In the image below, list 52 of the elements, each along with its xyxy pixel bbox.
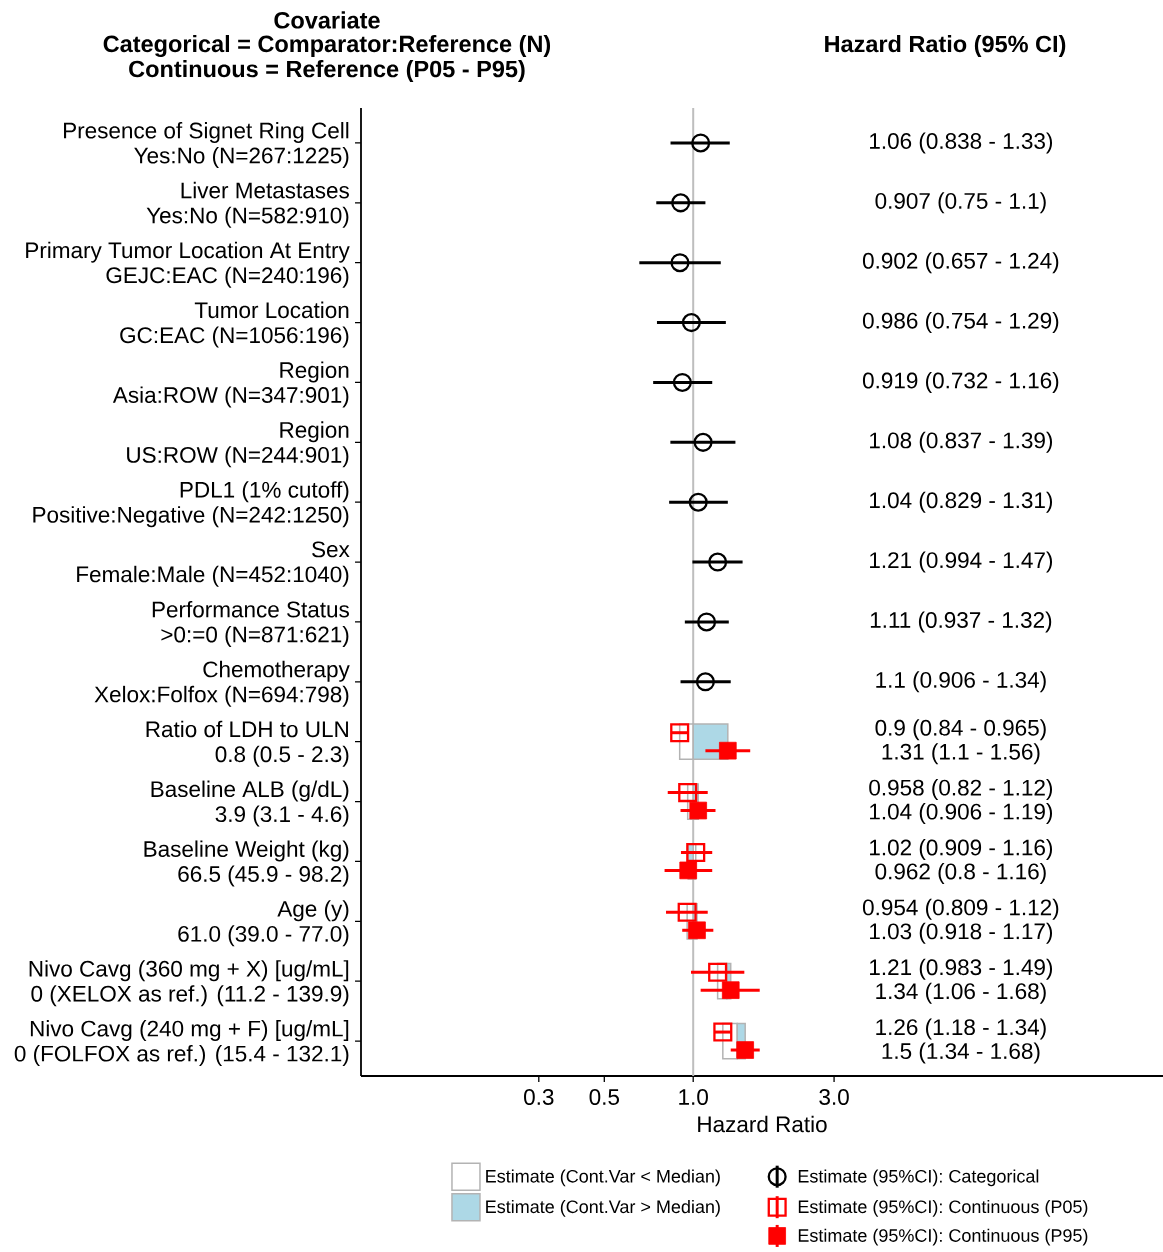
legend-label: Estimate (95%CI): Continuous (P95) (798, 1228, 1088, 1246)
y-tick-label: Performance Status >0:=0 (N=871:621) (152, 600, 349, 647)
legend-label: Estimate (Cont.Var > Median) (486, 1199, 720, 1217)
annotation: 1.31 (1.1 - 1.56) (882, 743, 1040, 765)
annotation: 1.11 (0.937 - 1.32) (870, 611, 1052, 633)
y-tick-label: Nivo Cavg (360 mg + X) [ug/mL] 0 (XELOX as ref.) (11.2 - 139.9) (29, 960, 349, 1007)
y-tick-label: Chemotherapy Xelox:Folfox (N=694:798) (94, 660, 350, 707)
annotation: 1.02 (0.909 - 1.16) (870, 838, 1053, 860)
annotation: 0.907 (0.75 - 1.1) (875, 192, 1046, 214)
y-tick-label: Ratio of LDH to ULN 0.8 (0.5 - 2.3) (146, 720, 349, 767)
x-tick-label: 1.0 (679, 1089, 708, 1105)
annotation: 0.902 (0.657 - 1.24) (862, 252, 1059, 274)
y-tick-label: Region US:ROW (N=244:901) (127, 421, 349, 468)
y-tick-label: Liver Metastases Yes:No (N=582:910) (146, 181, 349, 228)
y-tick-label: PDL1 (1% cutoff) Positive:Negative (N=242:1250) (33, 481, 349, 528)
text: Continuous = Reference (P05 - P95) (129, 60, 525, 82)
x-tick-label: 3.0 (819, 1089, 849, 1105)
legend-label: Estimate (95%CI): Continuous (P05) (798, 1199, 1088, 1217)
annotation: 0.954 (0.809 - 1.12) (862, 898, 1059, 920)
y-tick-label: Sex Female:Male (N=452:1040) (77, 541, 350, 587)
annotation: 1.08 (0.837 - 1.39) (870, 431, 1053, 453)
y-tick-label: Age (y) 61.0 (39.0 - 77.0) (178, 900, 349, 947)
x-tick-label: 0.5 (589, 1089, 620, 1105)
y-tick-label: Presence of Signet Ring Cell Yes:No (N=267:1225) (64, 121, 349, 168)
annotation: 1.26 (1.18 - 1.34) (876, 1018, 1046, 1040)
y-axis-title: Covariate (274, 11, 380, 29)
annotation: 1.1 (0.906 - 1.34) (876, 671, 1046, 693)
y-tick-label: Region Asia:ROW (N=347:901) (112, 361, 349, 408)
x-axis-title: Hazard Ratio (698, 1115, 827, 1133)
y-tick-label: Baseline Weight (kg) 66.5 (45.9 - 98.2) (144, 840, 349, 887)
y-tick-label: Nivo Cavg (240 mg + F) [ug/mL] 0 (FOLFOX as ref.) (15.4 - 132.1) (14, 1020, 349, 1067)
y-tick-label: Primary Tumor Location At Entry GEJC:EAC (N=240:196) (26, 241, 350, 288)
annotation: 1.06 (0.838 - 1.33) (870, 132, 1053, 154)
x-tick-label: 0.3 (524, 1089, 554, 1105)
annotation: 1.03 (0.918 - 1.17) (870, 922, 1053, 944)
annotation: 0.962 (0.8 - 1.16) (875, 862, 1046, 884)
legend-label: Estimate (Cont.Var < Median) (486, 1169, 720, 1187)
annotation: 1.04 (0.829 - 1.31) (870, 491, 1053, 513)
annotation: 1.04 (0.906 - 1.19) (870, 803, 1053, 825)
annotation: 1.34 (1.06 - 1.68) (876, 982, 1046, 1004)
annotation: 1.21 (0.994 - 1.47) (870, 551, 1053, 573)
annotation: 0.958 (0.82 - 1.12) (869, 779, 1053, 801)
annotation: 0.919 (0.732 - 1.16) (862, 371, 1059, 393)
y-tick-label: Tumor Location GC:EAC (N=1056:196) (120, 301, 349, 348)
y-tick-label: Baseline ALB (g/dL) 3.9 (3.1 - 4.6) (151, 780, 349, 827)
text: Categorical = Comparator:Reference (N) (103, 34, 551, 57)
legend-label: Estimate (95%CI): Categorical (798, 1169, 1039, 1187)
annotation: 0.9 (0.84 - 0.965) (875, 719, 1046, 741)
text: Hazard Ratio (95% CI) (825, 35, 1066, 57)
annotation: 0.986 (0.754 - 1.29) (862, 312, 1059, 334)
annotation: 1.5 (1.34 - 1.68) (882, 1042, 1040, 1064)
annotation: 1.21 (0.983 - 1.49) (870, 958, 1053, 980)
